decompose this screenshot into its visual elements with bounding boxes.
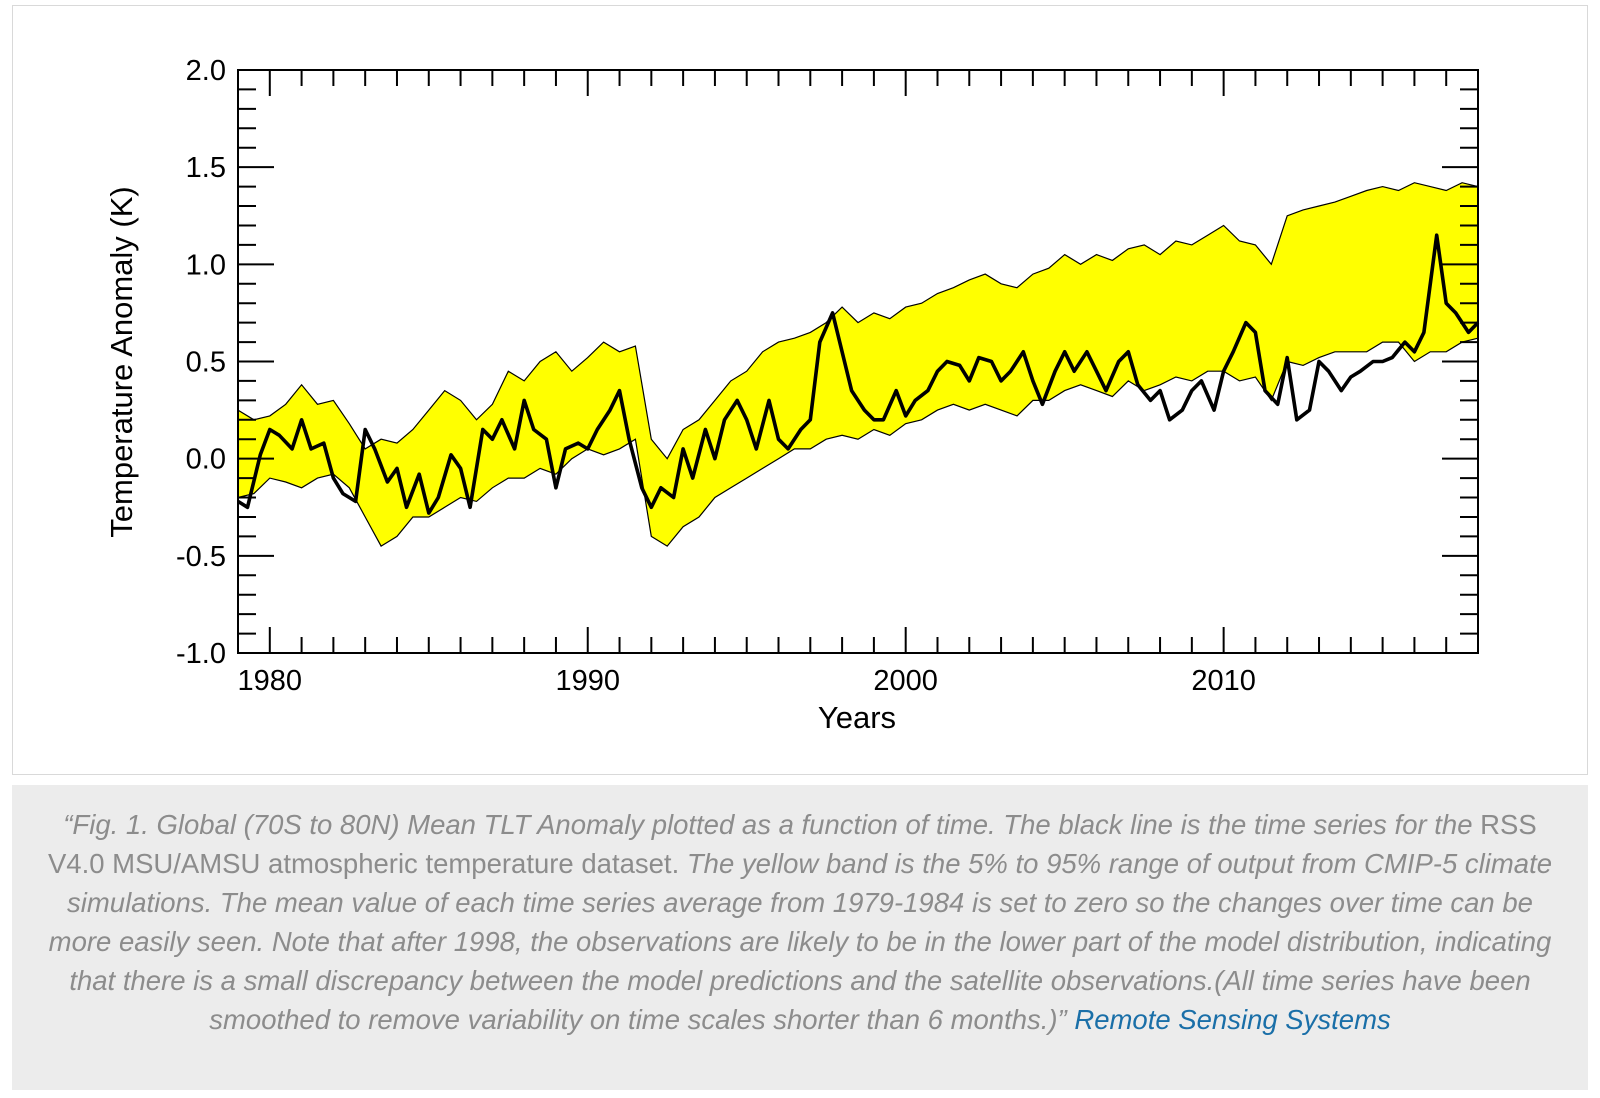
y-tick-label: 1.5 [186, 152, 226, 184]
x-tick-label: 2000 [873, 665, 938, 697]
observation-series-line [237, 233, 1480, 515]
caption-text-part2: RSS V4.0 MSU/AMSU atmospheric temperatur… [47, 809, 1537, 879]
tick-layer [237, 69, 1479, 654]
y-tick-label: -1.0 [176, 638, 226, 670]
caption-text-part3: The yellow band is the 5% to 95% range o… [48, 848, 1553, 1035]
x-tick-label: 2010 [1191, 665, 1256, 697]
figure-caption: “Fig. 1. Global (70S to 80N) Mean TLT An… [42, 805, 1558, 1039]
tick-label-layer: 1980 1990 2000 2010 -1.0 -0.5 0.0 0.5 1.0 1.5 2.0 [176, 55, 1256, 697]
x-tick-label: 1990 [555, 665, 620, 697]
y-axis-title: Temperature Anomaly (K) [104, 186, 139, 537]
y-tick-label: -0.5 [176, 541, 226, 573]
y-tick-label: 0.5 [186, 347, 226, 379]
y-tick-label: 2.0 [186, 55, 226, 87]
observation-line-layer [237, 233, 1480, 515]
temperature-anomaly-chart: 1980 1990 2000 2010-1.0-0.50.00.51.01.52.0 … [104, 55, 1480, 735]
y-tick-label: 0.0 [186, 444, 226, 476]
x-tick-label: 1980 [238, 665, 303, 697]
caption-text-part1: “Fig. 1. Global (70S to 80N) Mean TLT An… [63, 809, 1481, 840]
figure-caption-box: “Fig. 1. Global (70S to 80N) Mean TLT An… [12, 785, 1588, 1090]
y-tick-label: 1.0 [186, 249, 226, 281]
source-link[interactable]: Remote Sensing Systems [1074, 1004, 1391, 1035]
x-axis-title: Years [818, 700, 896, 735]
